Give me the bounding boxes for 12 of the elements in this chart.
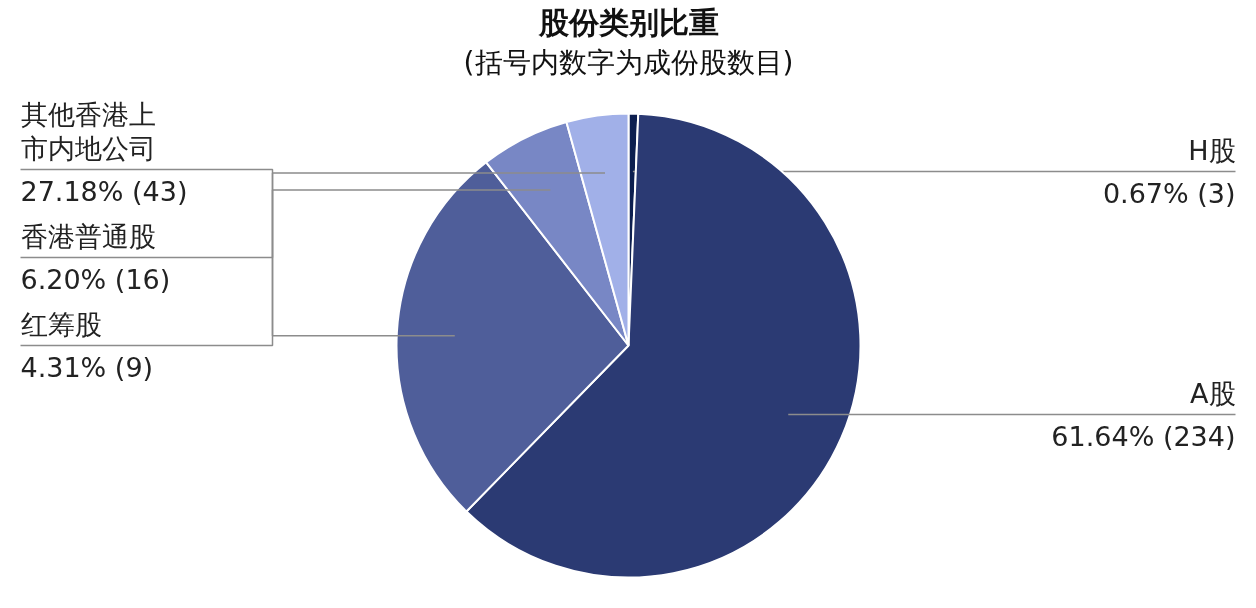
slice-label: 香港普通股 — [20, 220, 156, 252]
slice-label: A股 — [1190, 377, 1236, 409]
slice-label: H股 — [1188, 134, 1236, 166]
data-label: 61.64% (234) — [1051, 420, 1236, 452]
chart-title: 股份类别比重 — [537, 5, 719, 40]
slice-label: 其他香港上市内地公司 — [20, 98, 156, 164]
data-label: 27.18% (43) — [20, 175, 188, 207]
data-label: 6.20% (16) — [20, 263, 171, 295]
chart-subtitle: (括号内数字为成份股数目) — [463, 46, 794, 79]
data-label: 4.31% (9) — [20, 351, 154, 383]
slice-label: 红筹股 — [20, 308, 102, 340]
data-label: 0.67% (3) — [1102, 177, 1236, 209]
